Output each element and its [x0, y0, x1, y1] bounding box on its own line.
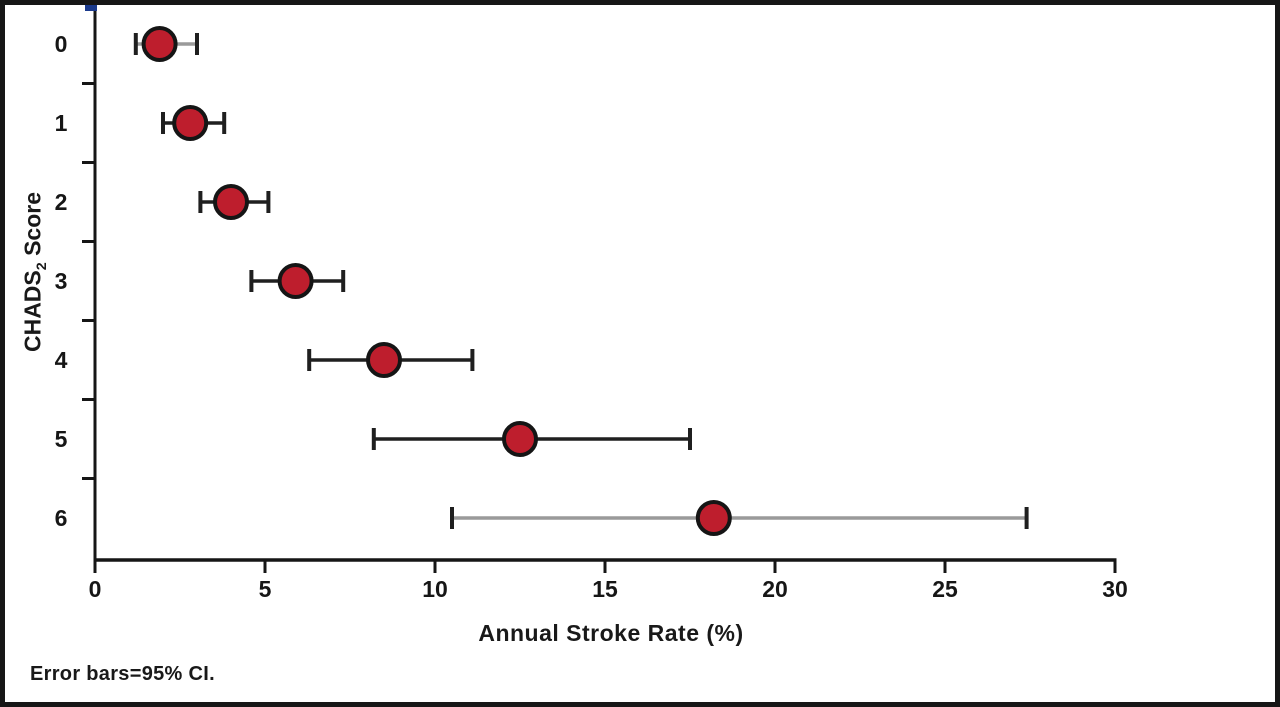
data-point-dot: [172, 105, 209, 141]
y-tick-label: 4: [55, 347, 68, 373]
y-axis-title-base: CHADS: [19, 270, 46, 353]
y-tick-label: 0: [55, 31, 68, 57]
data-point-dot: [277, 263, 314, 299]
x-tick-label: 15: [592, 576, 618, 602]
data-point-dot: [141, 26, 178, 62]
x-tick-label: 5: [259, 576, 272, 602]
y-axis-title: CHADS2 Score: [19, 191, 51, 353]
y-tick-label: 1: [55, 110, 68, 136]
y-axis-title-rest: Score: [19, 191, 46, 263]
data-point-dot: [213, 184, 249, 220]
data-point-dot: [695, 500, 732, 536]
x-tick-label: 20: [762, 576, 788, 602]
y-tick-label: 6: [55, 505, 68, 531]
x-tick-label: 10: [422, 576, 448, 602]
data-point-dot: [502, 421, 538, 457]
y-tick-label: 2: [55, 189, 68, 215]
scan-artifact-mark: [85, 5, 97, 11]
y-axis-title-subscript: 2: [34, 262, 51, 271]
data-point-dot: [366, 342, 402, 378]
y-tick-label: 5: [55, 426, 68, 452]
x-tick-label: 25: [932, 576, 958, 602]
x-tick-label: 0: [89, 576, 102, 602]
error-bar-footnote: Error bars=95% CI.: [30, 663, 215, 685]
y-tick-label: 3: [55, 268, 68, 294]
x-axis-title: Annual Stroke Rate (%): [478, 620, 744, 646]
x-tick-label: 30: [1102, 576, 1128, 602]
